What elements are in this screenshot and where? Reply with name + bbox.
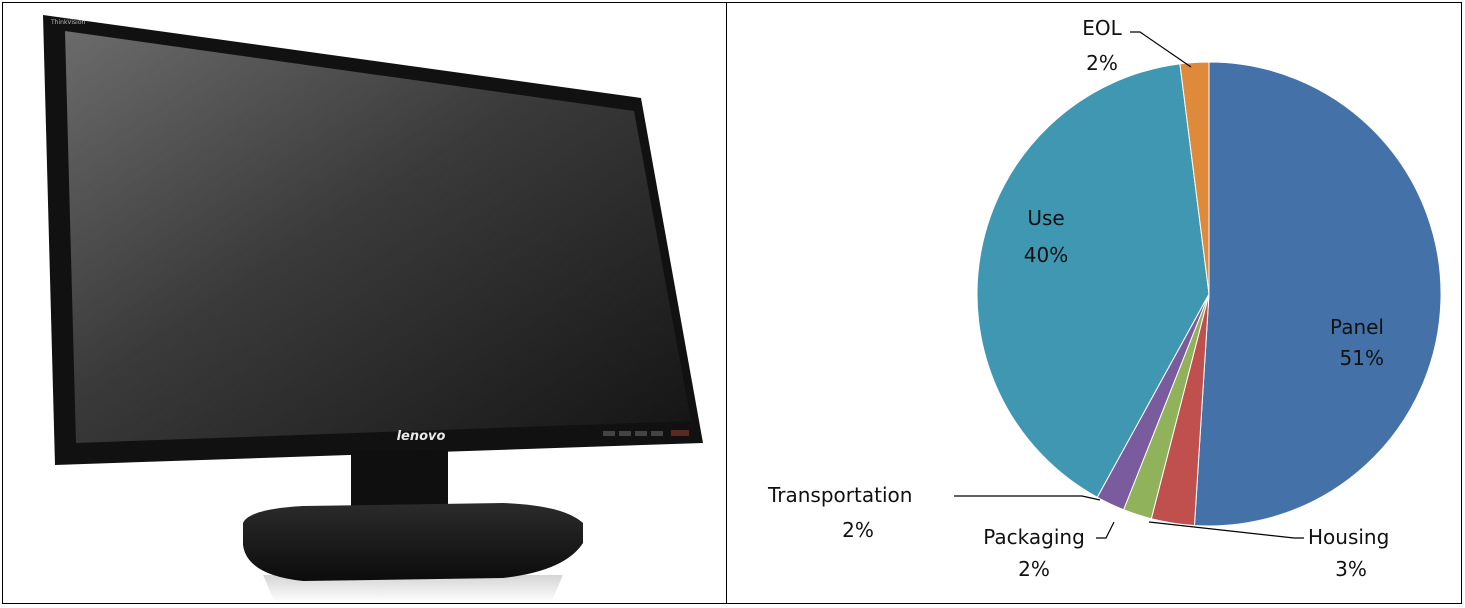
pie-slice-use bbox=[976, 63, 1210, 498]
slice-value-panel: 51% bbox=[1340, 346, 1384, 370]
slice-label-packaging: Packaging bbox=[983, 525, 1085, 549]
monitor-control-buttons bbox=[603, 430, 689, 436]
base-reflection bbox=[263, 575, 563, 603]
pie-slice-panel bbox=[1193, 61, 1442, 527]
monitor-screen bbox=[65, 31, 691, 443]
slice-label-panel: Panel bbox=[1330, 315, 1384, 339]
panel-divider bbox=[726, 2, 727, 604]
slice-value-use: 40% bbox=[1024, 243, 1068, 267]
monitor-stand-base bbox=[243, 503, 583, 581]
slice-label-eol: EOL bbox=[1082, 16, 1122, 40]
pie-chart-panel: Panel 51% Housing 3% Packaging 2% Transp… bbox=[728, 3, 1461, 603]
slice-label-transportation: Transportation bbox=[767, 483, 912, 507]
pie-chart: Panel 51% Housing 3% Packaging 2% Transp… bbox=[767, 16, 1442, 581]
slice-label-use: Use bbox=[1027, 206, 1064, 230]
monitor-photo: lenovo ThinkVision bbox=[3, 3, 725, 603]
slice-value-housing: 3% bbox=[1335, 557, 1367, 581]
slice-value-eol: 2% bbox=[1086, 51, 1118, 75]
leader-line-packaging bbox=[1096, 521, 1115, 539]
model-badge: ThinkVision bbox=[50, 19, 86, 26]
leader-lines bbox=[954, 31, 1304, 539]
leader-line-transportation bbox=[954, 495, 1101, 501]
lenovo-logo: lenovo bbox=[397, 429, 446, 444]
slice-value-packaging: 2% bbox=[1018, 557, 1050, 581]
monitor-illustration: lenovo ThinkVision bbox=[43, 15, 703, 603]
slice-label-housing: Housing bbox=[1308, 525, 1389, 549]
leader-line-housing bbox=[1148, 521, 1304, 539]
pie-slice-eol bbox=[1179, 61, 1210, 295]
leader-line-eol bbox=[1130, 31, 1192, 68]
pie-slices bbox=[976, 61, 1442, 527]
slice-value-transportation: 2% bbox=[842, 518, 874, 542]
